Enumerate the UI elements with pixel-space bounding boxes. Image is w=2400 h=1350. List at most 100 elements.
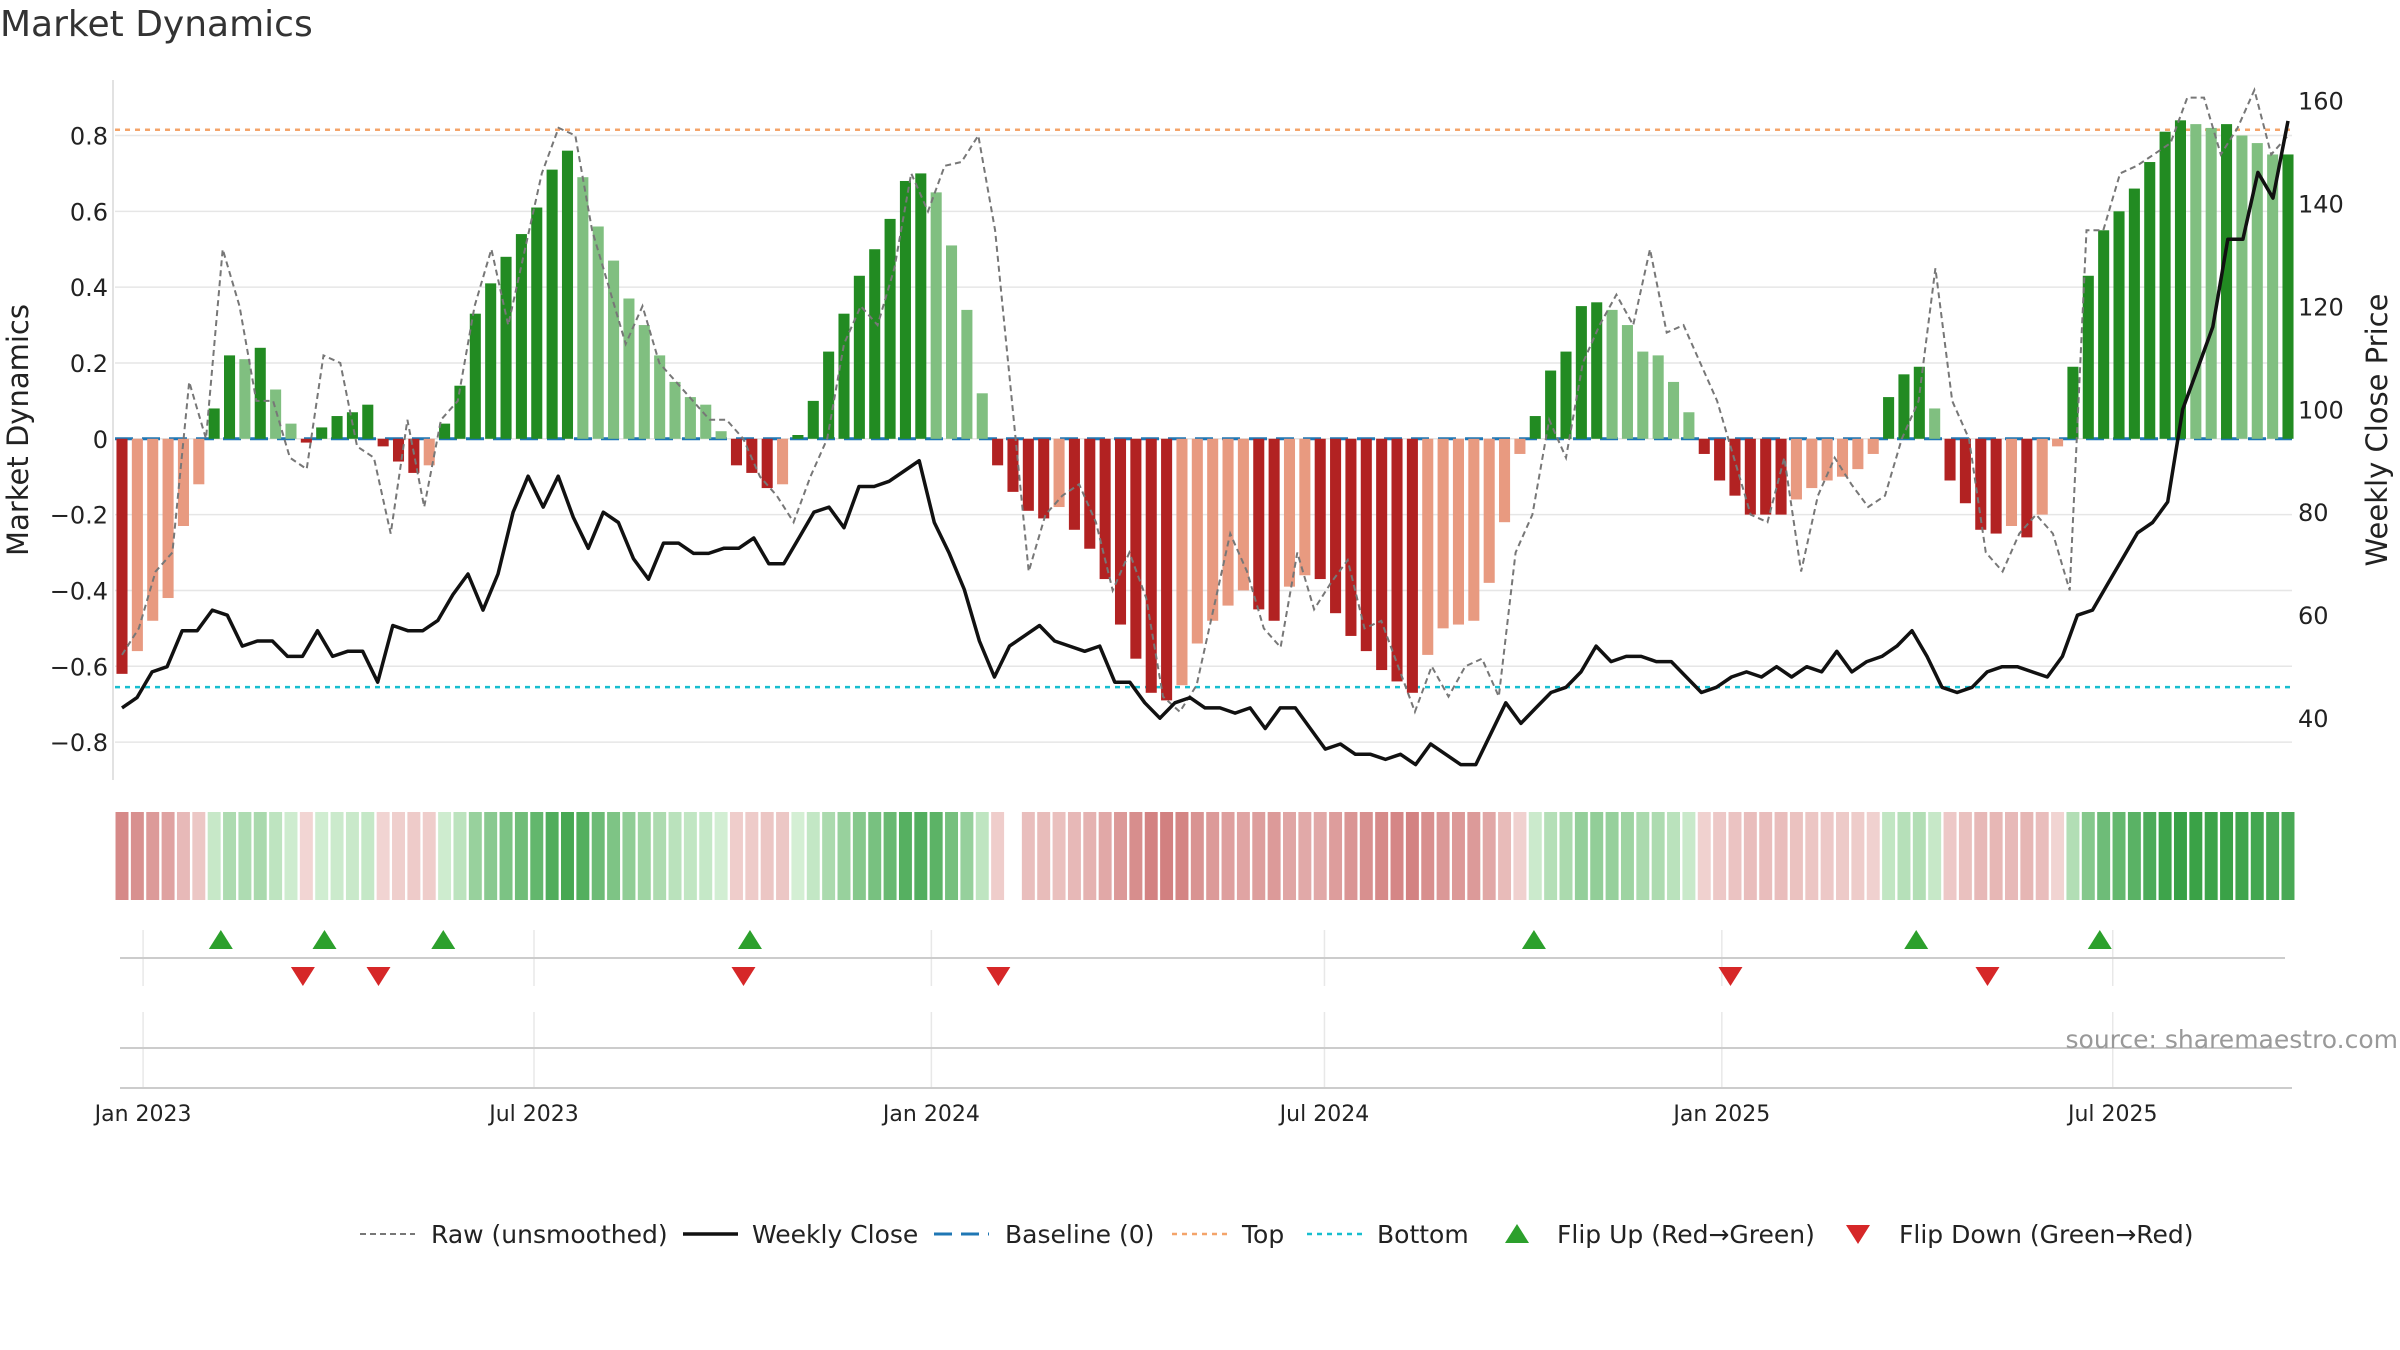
- left-axis-ticks: −0.8 −0.6 −0.4 −0.2 0 0.2 0.4 0.6 0.8: [50, 122, 108, 757]
- dynamics-bar: [592, 226, 604, 439]
- heat-cell: [1789, 812, 1803, 900]
- dynamics-bar: [1744, 438, 1756, 515]
- source-watermark: source: sharemaestro.com: [2066, 1025, 2399, 1054]
- heat-cell: [1329, 812, 1343, 900]
- heat-cell: [1067, 812, 1081, 900]
- dynamics-bar: [1483, 438, 1495, 583]
- main-panel: −0.8 −0.6 −0.4 −0.2 0 0.2 0.4 0.6 0.8 40 60 80 100 1…: [1, 80, 2394, 780]
- heat-cell: [591, 812, 605, 900]
- flip-up-marker: [208, 930, 233, 949]
- dynamics-bar: [1360, 438, 1372, 652]
- left-tick-label: 0.4: [70, 274, 108, 302]
- legend-top-label: Top: [1241, 1220, 1284, 1249]
- reference-lines: [115, 128, 2292, 689]
- legend-bottom-label: Bottom: [1377, 1220, 1469, 1249]
- dynamics-bar: [1836, 438, 1849, 477]
- flip-up-marker: [1521, 930, 1546, 949]
- dynamics-bar: [2205, 127, 2217, 439]
- heat-cell: [468, 812, 482, 900]
- heat-cell: [2066, 812, 2080, 900]
- heat-cell: [975, 812, 989, 900]
- dynamics-bar: [1637, 351, 1649, 439]
- heat-cell: [1098, 812, 1112, 900]
- left-tick-label: 0.2: [70, 350, 108, 378]
- heat-cell: [207, 812, 221, 900]
- legend-flip-down-label: Flip Down (Green→Red): [1899, 1220, 2194, 1249]
- dynamics-bar: [2174, 120, 2186, 439]
- dynamics-bar: [2190, 124, 2202, 439]
- dynamics-bar: [1591, 302, 1603, 439]
- left-tick-label: 0.6: [70, 198, 108, 226]
- heat-cell: [1605, 812, 1619, 900]
- dynamics-bar: [1145, 438, 1157, 693]
- dynamics-bar: [654, 355, 666, 439]
- dynamics-bar: [239, 359, 251, 439]
- heat-cell: [776, 812, 790, 900]
- dynamics-bar: [1606, 309, 1618, 439]
- heat-cell: [2189, 812, 2203, 900]
- heat-cell: [392, 812, 405, 900]
- heat-cell: [1851, 812, 1865, 900]
- left-axis-label: Market Dynamics: [1, 304, 35, 556]
- dynamics-bar: [1806, 438, 1818, 489]
- dynamics-bar: [408, 438, 420, 473]
- dynamics-bar: [2113, 211, 2125, 439]
- heat-cell: [438, 812, 452, 900]
- heat-cell: [1421, 812, 1435, 900]
- heat-cell: [330, 812, 344, 900]
- dynamics-bar: [439, 423, 451, 439]
- heat-cell: [1236, 812, 1250, 900]
- heat-cell: [1482, 812, 1496, 900]
- heat-cell: [269, 812, 283, 900]
- heat-cell: [1682, 812, 1696, 900]
- heat-cell: [1083, 812, 1097, 900]
- heat-cell: [1651, 812, 1665, 900]
- dynamics-bar: [1007, 438, 1019, 492]
- dynamics-bar: [2251, 143, 2263, 439]
- heat-cell: [2051, 812, 2065, 900]
- dynamics-bar: [331, 416, 343, 439]
- heat-cell: [822, 812, 836, 900]
- dynamics-bar: [485, 283, 497, 439]
- heat-cell: [1283, 812, 1296, 900]
- dynamics-bar: [1668, 381, 1680, 439]
- dynamics-bar: [346, 412, 358, 439]
- dynamics-bar: [561, 150, 574, 439]
- flip-up-marker: [431, 930, 456, 949]
- dynamics-bar: [700, 404, 712, 439]
- dynamics-bar: [976, 393, 988, 439]
- dynamics-bar: [869, 249, 881, 439]
- dynamics-bar: [2267, 154, 2279, 439]
- triangle-down-icon: [1846, 1225, 1870, 1244]
- heat-cell: [1313, 812, 1327, 900]
- dynamics-bar: [1821, 438, 1833, 481]
- heat-cell: [1144, 812, 1158, 900]
- heat-cell: [1958, 812, 1972, 900]
- dynamics-bar: [316, 427, 328, 439]
- left-tick-label: −0.6: [50, 653, 108, 681]
- heat-cell: [1190, 812, 1204, 900]
- heat-cell: [1436, 812, 1450, 900]
- flip-up-marker: [1904, 930, 1929, 949]
- heat-cell: [1544, 812, 1558, 900]
- heat-cell: [1620, 812, 1634, 900]
- heat-cell: [1129, 812, 1143, 900]
- flip-up-marker: [312, 930, 337, 949]
- dynamics-bar: [546, 169, 558, 439]
- dynamics-bar: [2282, 154, 2294, 439]
- dynamics-bar: [531, 207, 543, 439]
- heat-cell: [929, 812, 943, 900]
- heat-cell: [1114, 812, 1127, 900]
- heat-cell: [745, 812, 759, 900]
- dynamics-bar: [254, 347, 266, 439]
- dynamics-bar: [1852, 438, 1864, 470]
- dynamics-bar: [1913, 366, 1925, 439]
- heat-cell: [699, 812, 713, 900]
- heat-cell: [1037, 812, 1051, 900]
- dynamics-bar: [1068, 438, 1080, 530]
- legend-item-top: Top: [1172, 1220, 1284, 1249]
- heat-cell: [1805, 812, 1819, 900]
- heat-cell: [1943, 812, 1957, 900]
- dynamics-bar: [792, 435, 804, 439]
- dynamics-bar: [2052, 438, 2064, 447]
